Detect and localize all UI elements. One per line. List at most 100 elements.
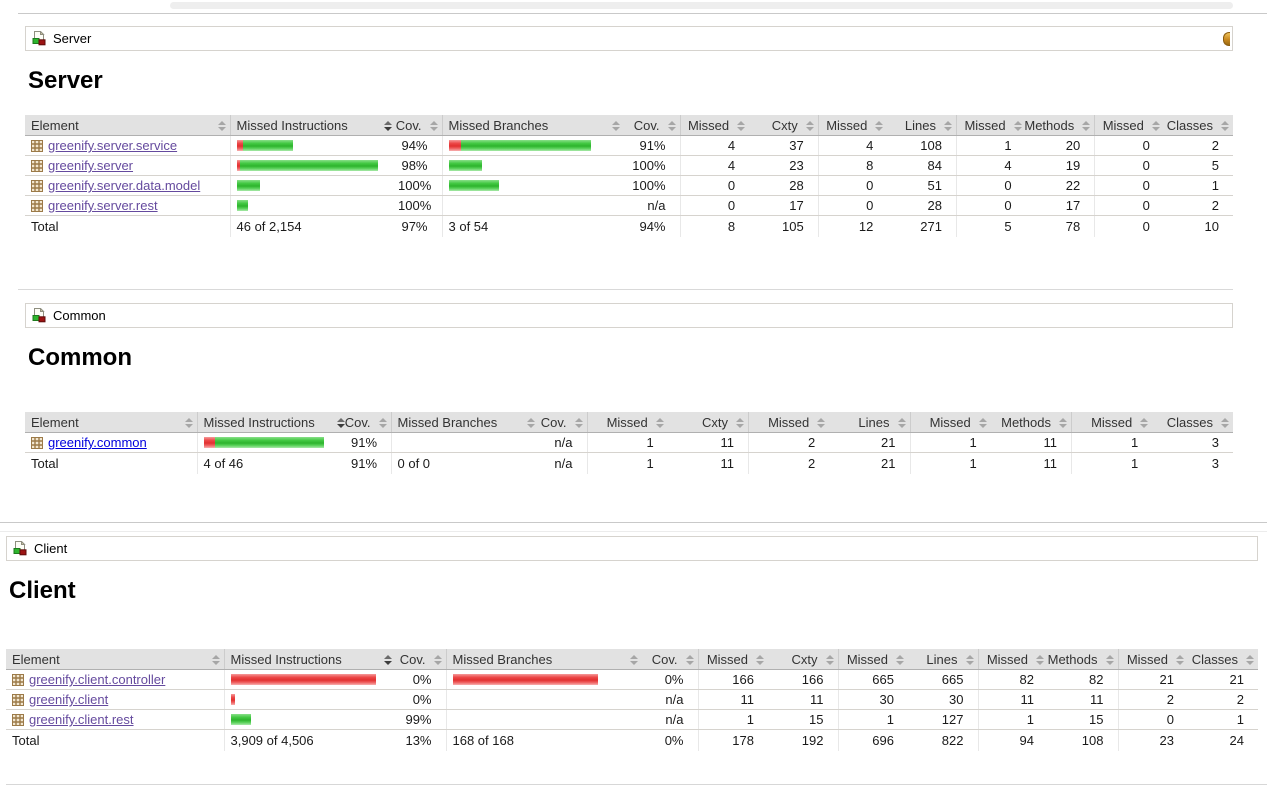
sort-icon xyxy=(574,417,583,428)
counter-cell: 0 xyxy=(1094,175,1164,196)
sort-icon xyxy=(965,654,974,665)
missed-bar-segment xyxy=(448,140,461,151)
column-header-cov[interactable]: Cov. xyxy=(642,649,698,670)
column-header-cov[interactable]: Cov. xyxy=(345,412,391,433)
counter-cell: 11 xyxy=(1048,689,1118,710)
missed-bar-segment xyxy=(203,437,215,448)
table-row: greenify.server.service 94% 91% 4 37 4 108 1 20 0… xyxy=(25,135,1233,156)
package-link[interactable]: greenify.common xyxy=(48,435,147,450)
column-header-label: Missed xyxy=(706,652,748,667)
total-label: Total xyxy=(31,219,59,234)
column-header-missed[interactable]: Missed xyxy=(586,412,668,433)
coverage-table: Element Missed Instructions Cov. Missed Bra… xyxy=(25,412,1233,474)
column-header-lines[interactable]: Lines xyxy=(908,649,978,670)
counter-cell: 51 xyxy=(887,175,957,196)
column-header-lines[interactable]: Lines xyxy=(829,412,910,433)
missed-bar-segment xyxy=(230,694,235,705)
package-link[interactable]: greenify.server.data.model xyxy=(48,178,201,193)
column-header-missed_branches[interactable]: Missed Branches xyxy=(441,115,624,136)
column-header-methods[interactable]: Methods xyxy=(1048,649,1118,670)
column-header-label: Missed Branches xyxy=(397,415,498,430)
sort-icon xyxy=(1140,417,1149,428)
coverage-percent: n/a xyxy=(539,432,587,453)
column-header-missed_branches[interactable]: Missed Branches xyxy=(445,649,642,670)
sessions-icon[interactable] xyxy=(1223,32,1230,46)
column-header-missed[interactable]: Missed xyxy=(1071,412,1153,433)
total-missed-branches: 3 of 54 xyxy=(441,215,624,237)
column-header-cxty[interactable]: Cxty xyxy=(667,412,749,433)
counter-cell: 17 xyxy=(1025,195,1095,216)
counter-cell: 108 xyxy=(887,135,957,156)
missed-bar-segment xyxy=(452,674,598,685)
column-header-missed_instructions[interactable]: Missed Instructions xyxy=(229,115,396,136)
total-counter-cell: 24 xyxy=(1229,733,1244,748)
table-row: greenify.server.data.model 100% 100% 0 28 0 51… xyxy=(25,175,1233,196)
column-header-missed[interactable]: Missed xyxy=(955,115,1026,136)
total-counter-cell: 12 xyxy=(817,215,888,237)
column-header-missed[interactable]: Missed xyxy=(1094,115,1164,136)
column-header-element[interactable]: Element xyxy=(6,649,224,670)
column-header-classes[interactable]: Classes xyxy=(1152,412,1233,433)
column-header-lines[interactable]: Lines xyxy=(887,115,957,136)
frame-divider xyxy=(18,13,1267,14)
column-header-cxty[interactable]: Cxty xyxy=(749,115,819,136)
total-counter-cell: 108 xyxy=(1081,733,1104,748)
column-header-missed_branches[interactable]: Missed Branches xyxy=(390,412,539,433)
column-header-missed[interactable]: Missed xyxy=(679,115,750,136)
column-header-label: Lines xyxy=(858,415,890,430)
sort-icon xyxy=(433,654,442,665)
column-header-label: Missed xyxy=(1126,652,1168,667)
column-header-element[interactable]: Element xyxy=(25,115,230,136)
column-header-cxty[interactable]: Cxty xyxy=(768,649,838,670)
package-link[interactable]: greenify.client.controller xyxy=(29,672,166,687)
coverage-bar xyxy=(453,714,637,725)
total-missed-instructions: 46 of 2,154 xyxy=(229,215,396,237)
column-header-missed_instructions[interactable]: Missed Instructions xyxy=(223,649,396,670)
column-header-cov[interactable]: Cov. xyxy=(396,115,442,136)
column-header-cov[interactable]: Cov. xyxy=(624,115,680,136)
column-header-cov[interactable]: Cov. xyxy=(539,412,587,433)
counter-cell: 5 xyxy=(1163,155,1233,176)
package-link[interactable]: greenify.client xyxy=(29,692,109,707)
column-header-missed[interactable]: Missed xyxy=(837,649,908,670)
column-header-label: Methods xyxy=(1001,415,1051,430)
column-header-missed[interactable]: Missed xyxy=(748,412,830,433)
package-link[interactable]: greenify.server xyxy=(48,158,134,173)
column-header-missed[interactable]: Missed xyxy=(1117,649,1188,670)
sort-icon xyxy=(527,417,535,428)
column-header-missed[interactable]: Missed xyxy=(909,412,991,433)
column-header-missed[interactable]: Missed xyxy=(817,115,888,136)
column-header-classes[interactable]: Classes xyxy=(1163,115,1233,136)
coverage-bar xyxy=(448,180,619,191)
column-header-element[interactable]: Element xyxy=(25,412,197,433)
package-link[interactable]: greenify.server.service xyxy=(48,138,178,153)
sort-desc-icon xyxy=(384,654,392,665)
column-header-missed[interactable]: Missed xyxy=(697,649,768,670)
total-counter-cell: 1 xyxy=(909,452,991,474)
sort-icon xyxy=(1151,120,1160,131)
column-header-label: Missed Instructions xyxy=(230,652,342,667)
counter-cell: 23 xyxy=(749,155,819,176)
total-branch-coverage: 94% xyxy=(639,219,666,234)
counter-cell: 166 xyxy=(768,669,838,690)
horizontal-scrollbar-thumb[interactable] xyxy=(170,2,1233,9)
total-counter-cell: 105 xyxy=(782,219,804,234)
coverage-table: Element Missed Instructions Cov. Missed Bra… xyxy=(6,649,1258,751)
sort-icon xyxy=(1013,120,1022,131)
package-link[interactable]: greenify.client.rest xyxy=(29,712,134,727)
counter-cell: 11 xyxy=(977,689,1048,710)
total-counter-cell: 696 xyxy=(837,729,908,751)
column-header-classes[interactable]: Classes xyxy=(1188,649,1258,670)
breadcrumb-label: Client xyxy=(34,541,68,556)
column-header-cov[interactable]: Cov. xyxy=(396,649,446,670)
column-header-methods[interactable]: Methods xyxy=(1024,115,1095,136)
package-icon xyxy=(31,179,43,192)
frame-divider xyxy=(6,784,1267,785)
column-header-label: Cxty xyxy=(702,415,728,430)
column-header-missed[interactable]: Missed xyxy=(977,649,1048,670)
column-header-methods[interactable]: Methods xyxy=(990,412,1072,433)
sort-icon xyxy=(1105,654,1114,665)
column-header-missed_instructions[interactable]: Missed Instructions xyxy=(196,412,349,433)
table-row: greenify.client.controller 0% 0% 166 166 665 6… xyxy=(6,669,1258,690)
package-link[interactable]: greenify.server.rest xyxy=(48,198,158,213)
